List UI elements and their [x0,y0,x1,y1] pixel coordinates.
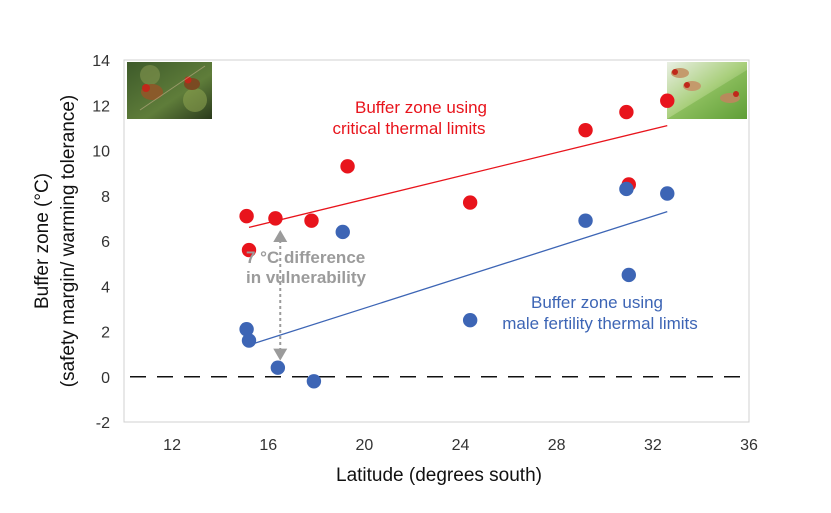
blue-annotation-line1: Buffer zone using [531,293,663,312]
vulnerability-arrow [273,229,288,361]
red-data-point [268,211,283,226]
y-tick-label: 4 [101,279,110,296]
blue-data-point [335,224,350,240]
blue-data-point [621,267,637,283]
red-data-point [462,195,478,210]
red-data-point [241,242,257,258]
y-tick-label: -2 [96,415,110,432]
x-tick-label: 28 [548,437,566,454]
red-data-point [660,93,675,108]
red-trend-line [248,124,668,229]
left-fly-photo [127,62,212,119]
right-fly-photo [667,62,747,119]
x-tick-label: 20 [355,437,373,454]
y-axis-title-line1: Buffer zone (°C) [32,173,53,309]
y-tick-label: 14 [92,53,110,70]
x-tick-label: 36 [740,437,758,454]
y-tick-label: 8 [101,189,110,206]
blue-annotation-line2: male fertility thermal limits [502,314,698,333]
y-tick-label: 6 [101,234,110,251]
y-axis-ticks: -2 0 2 4 6 8 10 12 14 [92,53,110,432]
y-tick-label: 10 [92,144,110,161]
red-data-point [304,213,319,228]
x-tick-label: 32 [644,437,662,454]
grey-annotation-line1: 7 °C difference [246,248,365,267]
x-tick-label: 12 [163,437,181,454]
red-annotation-line2: critical thermal limits [332,119,485,138]
x-axis-ticks: 12 16 20 24 28 32 36 [163,437,758,454]
blue-data-point [270,360,286,375]
red-data-point [619,104,634,120]
arrow-head-up [273,229,288,242]
grey-annotation-line2: in vulnerability [246,268,367,287]
blue-data-point [578,213,593,228]
x-axis-title: Latitude (degrees south) [336,465,542,486]
blue-data-point [660,186,675,201]
red-data-point [340,159,355,174]
y-tick-label: 12 [92,98,110,115]
red-annotation-line1: Buffer zone using [355,98,487,117]
red-data-point [239,208,254,224]
red-data-point [578,122,593,138]
arrow-head-down [273,348,288,361]
blue-data-point [241,333,257,348]
blue-data-point [239,322,254,337]
blue-series-points [239,181,675,389]
blue-data-point [619,181,634,197]
blue-data-point [462,312,478,328]
x-tick-label: 16 [259,437,277,454]
blue-trend-line [248,210,668,346]
blue-data-point [306,374,322,389]
x-tick-label: 24 [452,437,470,454]
y-tick-label: 0 [101,370,110,387]
plot-frame [123,59,750,423]
y-tick-label: 2 [101,325,110,342]
y-axis-title-line2: (safety margin/ warming tolerance) [58,95,79,388]
